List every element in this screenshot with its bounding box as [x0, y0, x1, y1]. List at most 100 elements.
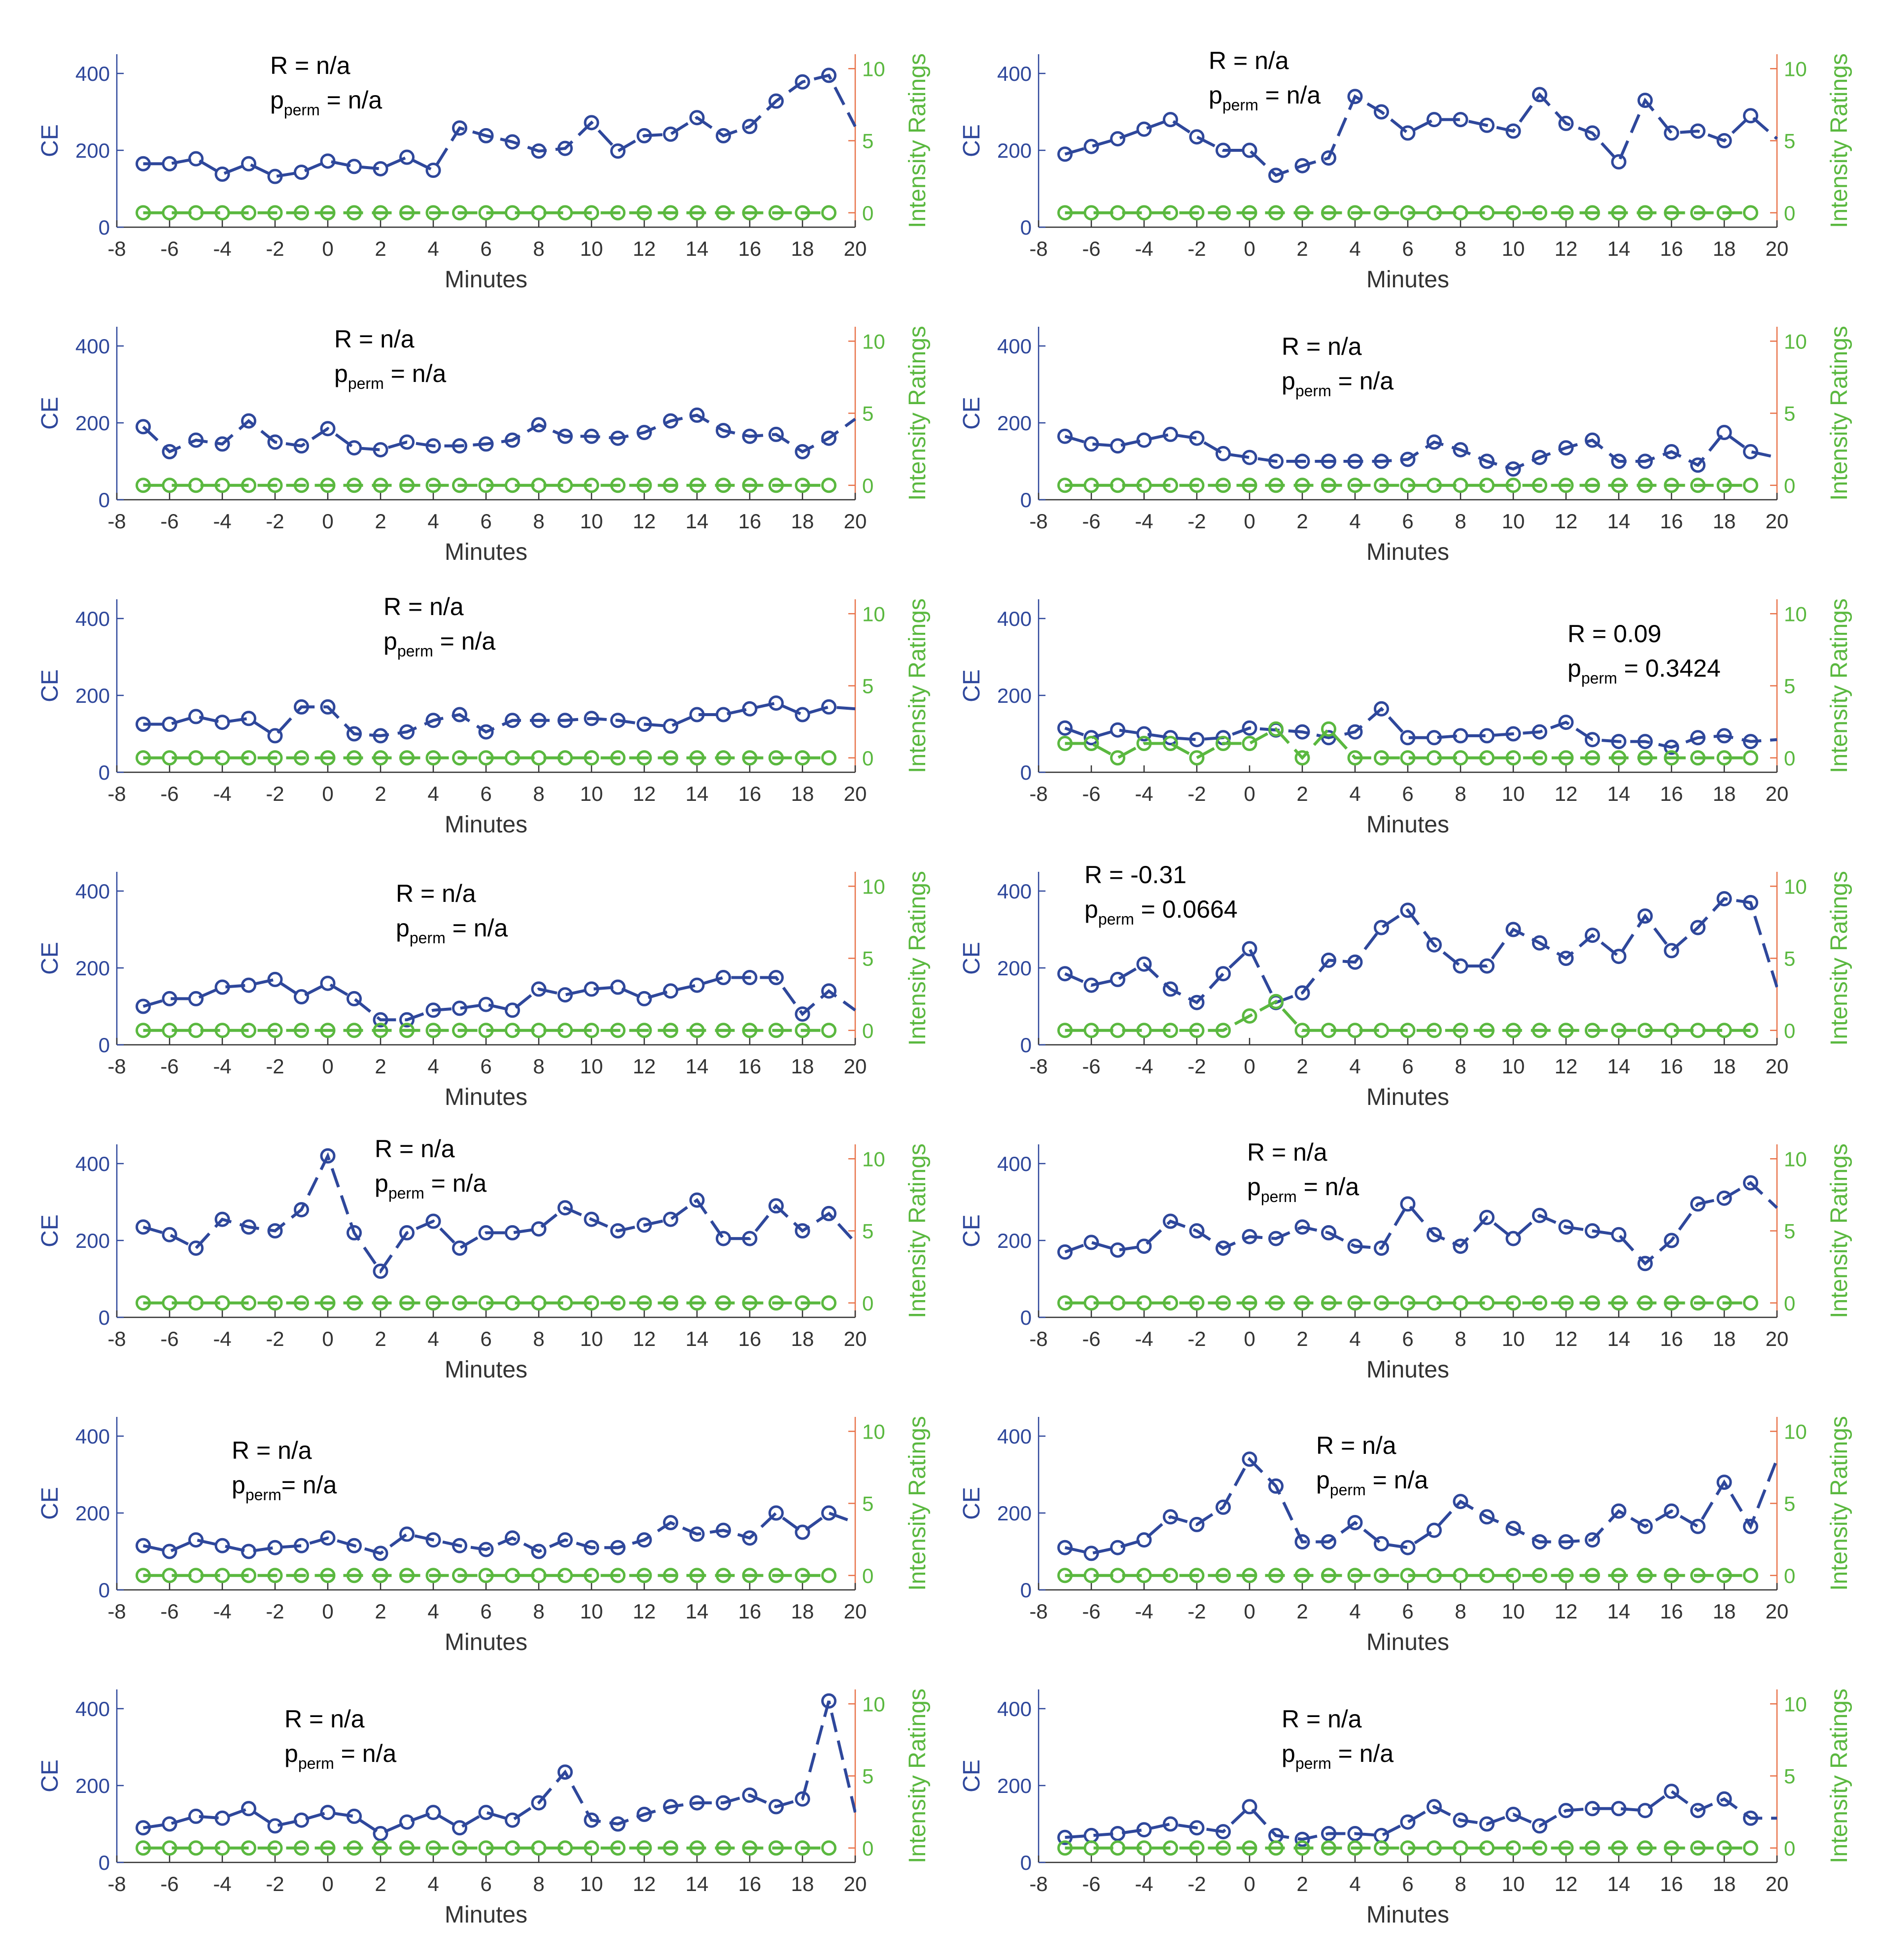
ce-point [1216, 142, 1231, 158]
ce-point [1743, 1175, 1758, 1191]
intensity-point [241, 1568, 256, 1583]
intensity-point [136, 1295, 151, 1311]
intensity-point [1427, 1840, 1442, 1856]
ce-point [1427, 112, 1442, 128]
intensity-point [478, 1568, 494, 1583]
x-tick-label: -8 [107, 237, 126, 260]
intensity-point [1585, 1568, 1600, 1583]
ce-point [1057, 146, 1073, 162]
ce-point [505, 134, 520, 150]
ce-point [1743, 1518, 1758, 1534]
intensity-point [1585, 205, 1600, 221]
intensity-point [1611, 750, 1627, 766]
x-tick-label: -2 [1187, 1055, 1206, 1078]
ce-point [1294, 1219, 1310, 1235]
x-tick-label: 16 [1660, 1872, 1683, 1895]
ce-point [1216, 1240, 1231, 1256]
ce-point [1505, 123, 1521, 139]
intensity-point [1374, 205, 1389, 221]
intensity-point [399, 1568, 415, 1583]
intensity-point [636, 1295, 652, 1311]
intensity-point [557, 1568, 573, 1583]
ce-point [1268, 168, 1284, 183]
ce-point [584, 115, 599, 131]
ce-point [294, 438, 309, 454]
intensity-point [1057, 478, 1073, 493]
x-tick-label: 8 [1455, 510, 1466, 533]
intensity-point [1163, 478, 1178, 493]
intensity-point [1268, 205, 1284, 221]
y-tick-label: 0 [1020, 1306, 1032, 1329]
ce-line [143, 701, 856, 738]
intensity-point [584, 1023, 599, 1038]
ce-point [795, 444, 810, 459]
x-tick-label: 12 [1555, 782, 1578, 805]
p-letter: p [1084, 895, 1098, 923]
ce-point [1690, 920, 1706, 935]
y-tick-label: 400 [75, 62, 110, 85]
intensity-point [716, 750, 731, 766]
x-tick-label: 10 [1502, 237, 1525, 260]
series-group [1057, 87, 1778, 221]
x-tick-label: 20 [1766, 1872, 1789, 1895]
intensity-point [1294, 1568, 1310, 1583]
r-annotation: R = n/a [1247, 1138, 1327, 1166]
x-tick-label: 10 [580, 1327, 603, 1350]
y2-tick-label: 5 [1784, 1492, 1795, 1515]
x-tick-label: 10 [580, 1872, 603, 1895]
series-group [1057, 1451, 1778, 1583]
ce-point [742, 701, 758, 717]
intensity-point [636, 1568, 652, 1583]
ce-point [347, 159, 362, 174]
intensity-point [1374, 1023, 1389, 1038]
ce-point [1057, 720, 1073, 736]
ce-point [610, 143, 626, 159]
y-tick-label: 400 [75, 1425, 110, 1448]
y-tick-label: 400 [997, 1425, 1032, 1448]
x-tick-label: 8 [533, 510, 544, 533]
intensity-point [267, 1295, 283, 1311]
intensity-point [478, 205, 494, 221]
intensity-point [294, 205, 309, 221]
intensity-point [689, 478, 705, 493]
intensity-point [136, 1840, 151, 1856]
intensity-point [1268, 1568, 1284, 1583]
ce-point [294, 164, 309, 180]
x-tick-label: -2 [1187, 510, 1206, 533]
intensity-point [425, 1840, 441, 1856]
y2-tick-label: 10 [1784, 57, 1807, 80]
x-tick-label: 0 [1244, 1600, 1255, 1623]
intensity-point [1585, 750, 1600, 766]
y2-tick-label: 10 [862, 57, 885, 80]
x-axis-label: Minutes [445, 812, 527, 838]
intensity-point [399, 750, 415, 766]
x-tick-label: -2 [266, 237, 284, 260]
ce-point [1637, 93, 1653, 108]
ce-point [188, 709, 204, 724]
y2-tick-label: 5 [862, 130, 873, 153]
x-tick-label: 12 [633, 782, 656, 805]
x-tick-label: 4 [427, 1055, 439, 1078]
intensity-point [399, 1840, 415, 1856]
ce-point [1743, 1810, 1758, 1826]
intensity-point [531, 1568, 547, 1583]
y2-tick-label: 0 [862, 202, 873, 225]
x-axis-label: Minutes [445, 267, 527, 293]
intensity-point [214, 750, 230, 766]
ce-point [1083, 1235, 1099, 1250]
ce-point [1716, 133, 1732, 148]
ce-point [425, 1532, 441, 1548]
intensity-point [531, 205, 547, 221]
intensity-point [1637, 478, 1653, 493]
r-annotation: R = n/a [1282, 1705, 1362, 1733]
intensity-point [1479, 1295, 1495, 1311]
intensity-point [1479, 1023, 1495, 1038]
x-tick-label: 20 [1766, 237, 1789, 260]
ce-point [347, 1538, 362, 1553]
intensity-point [768, 1840, 784, 1856]
x-tick-label: -6 [1082, 1327, 1100, 1350]
intensity-point [689, 1295, 705, 1311]
p-subscript: perm [410, 929, 446, 947]
intensity-point [1400, 750, 1416, 766]
intensity-point [557, 750, 573, 766]
